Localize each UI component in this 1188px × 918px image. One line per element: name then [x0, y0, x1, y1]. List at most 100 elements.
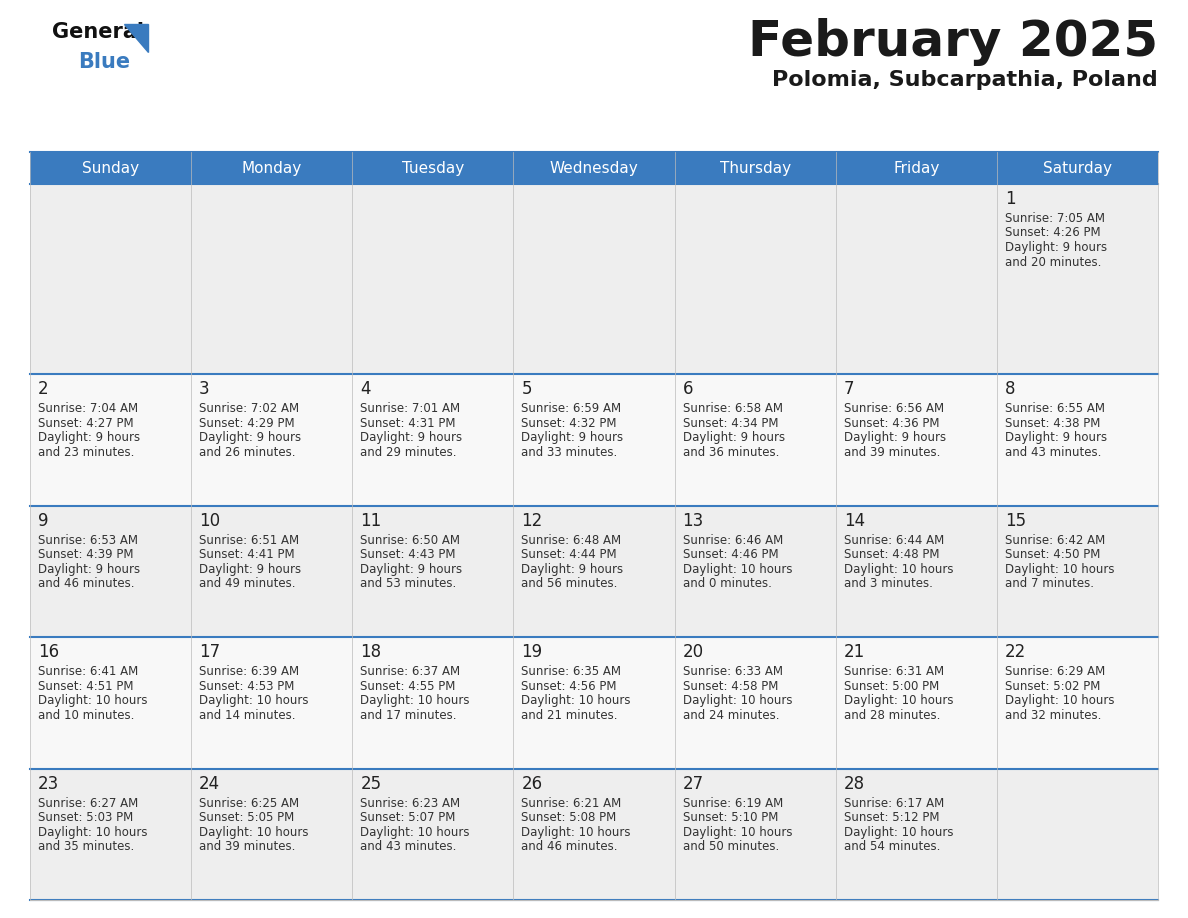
- Text: Sunset: 4:38 PM: Sunset: 4:38 PM: [1005, 417, 1100, 430]
- Text: 14: 14: [843, 512, 865, 530]
- Text: Sunrise: 6:17 AM: Sunrise: 6:17 AM: [843, 797, 944, 810]
- Text: and 49 minutes.: and 49 minutes.: [200, 577, 296, 590]
- Text: and 39 minutes.: and 39 minutes.: [843, 446, 940, 459]
- Bar: [513, 506, 675, 637]
- Text: Daylight: 10 hours: Daylight: 10 hours: [38, 825, 147, 839]
- Text: Daylight: 10 hours: Daylight: 10 hours: [843, 563, 953, 576]
- Text: Daylight: 9 hours: Daylight: 9 hours: [38, 563, 140, 576]
- Bar: [30, 184, 191, 375]
- Text: Daylight: 10 hours: Daylight: 10 hours: [200, 825, 309, 839]
- Text: Daylight: 9 hours: Daylight: 9 hours: [843, 431, 946, 444]
- Text: Monday: Monday: [241, 161, 302, 175]
- Text: Sunset: 5:02 PM: Sunset: 5:02 PM: [1005, 679, 1100, 693]
- Text: Sunset: 4:36 PM: Sunset: 4:36 PM: [843, 417, 940, 430]
- Text: Thursday: Thursday: [720, 161, 791, 175]
- Bar: [191, 375, 353, 506]
- Text: 26: 26: [522, 775, 543, 792]
- Text: Sunrise: 6:58 AM: Sunrise: 6:58 AM: [683, 402, 783, 416]
- Text: and 32 minutes.: and 32 minutes.: [1005, 709, 1101, 722]
- Text: Sunrise: 6:42 AM: Sunrise: 6:42 AM: [1005, 534, 1105, 547]
- Text: Sunset: 4:55 PM: Sunset: 4:55 PM: [360, 679, 456, 693]
- Text: Polomia, Subcarpathia, Poland: Polomia, Subcarpathia, Poland: [772, 70, 1158, 90]
- Text: Sunrise: 6:50 AM: Sunrise: 6:50 AM: [360, 534, 460, 547]
- Text: Sunset: 5:05 PM: Sunset: 5:05 PM: [200, 812, 295, 824]
- Text: 17: 17: [200, 644, 220, 661]
- Text: Daylight: 10 hours: Daylight: 10 hours: [522, 694, 631, 707]
- Text: Sunset: 4:27 PM: Sunset: 4:27 PM: [38, 417, 133, 430]
- Text: 11: 11: [360, 512, 381, 530]
- Polygon shape: [124, 24, 148, 52]
- Text: Sunrise: 7:04 AM: Sunrise: 7:04 AM: [38, 402, 138, 416]
- Text: Sunset: 4:34 PM: Sunset: 4:34 PM: [683, 417, 778, 430]
- Bar: [835, 375, 997, 506]
- Text: 20: 20: [683, 644, 703, 661]
- Text: Sunrise: 6:55 AM: Sunrise: 6:55 AM: [1005, 402, 1105, 416]
- Text: Daylight: 10 hours: Daylight: 10 hours: [683, 825, 792, 839]
- Text: Sunrise: 6:25 AM: Sunrise: 6:25 AM: [200, 797, 299, 810]
- Text: 15: 15: [1005, 512, 1026, 530]
- Bar: [513, 768, 675, 900]
- Bar: [675, 184, 835, 375]
- Text: Sunrise: 6:19 AM: Sunrise: 6:19 AM: [683, 797, 783, 810]
- Text: Tuesday: Tuesday: [402, 161, 465, 175]
- Text: Sunday: Sunday: [82, 161, 139, 175]
- Text: and 36 minutes.: and 36 minutes.: [683, 446, 779, 459]
- Bar: [353, 375, 513, 506]
- Text: and 29 minutes.: and 29 minutes.: [360, 446, 456, 459]
- Text: Sunset: 4:44 PM: Sunset: 4:44 PM: [522, 548, 617, 562]
- Text: 21: 21: [843, 644, 865, 661]
- Bar: [513, 637, 675, 768]
- Text: Sunset: 4:51 PM: Sunset: 4:51 PM: [38, 679, 133, 693]
- Text: 13: 13: [683, 512, 703, 530]
- Text: Sunset: 4:41 PM: Sunset: 4:41 PM: [200, 548, 295, 562]
- Text: Sunrise: 6:51 AM: Sunrise: 6:51 AM: [200, 534, 299, 547]
- Text: Sunset: 4:39 PM: Sunset: 4:39 PM: [38, 548, 133, 562]
- Text: Sunset: 4:32 PM: Sunset: 4:32 PM: [522, 417, 617, 430]
- Text: Daylight: 10 hours: Daylight: 10 hours: [1005, 563, 1114, 576]
- Text: Sunrise: 6:56 AM: Sunrise: 6:56 AM: [843, 402, 943, 416]
- Bar: [835, 506, 997, 637]
- Bar: [191, 768, 353, 900]
- Text: 3: 3: [200, 380, 210, 398]
- Text: Sunrise: 6:35 AM: Sunrise: 6:35 AM: [522, 666, 621, 678]
- Text: Sunrise: 6:48 AM: Sunrise: 6:48 AM: [522, 534, 621, 547]
- Bar: [191, 637, 353, 768]
- Text: Sunrise: 6:41 AM: Sunrise: 6:41 AM: [38, 666, 138, 678]
- Bar: [353, 506, 513, 637]
- Text: Daylight: 10 hours: Daylight: 10 hours: [1005, 694, 1114, 707]
- Bar: [191, 506, 353, 637]
- Text: 2: 2: [38, 380, 49, 398]
- Text: and 35 minutes.: and 35 minutes.: [38, 840, 134, 853]
- Bar: [675, 506, 835, 637]
- Text: 28: 28: [843, 775, 865, 792]
- Text: 25: 25: [360, 775, 381, 792]
- Text: 24: 24: [200, 775, 220, 792]
- Text: Wednesday: Wednesday: [550, 161, 638, 175]
- Bar: [835, 637, 997, 768]
- Bar: [997, 375, 1158, 506]
- Bar: [835, 184, 997, 375]
- Text: Sunset: 5:10 PM: Sunset: 5:10 PM: [683, 812, 778, 824]
- Text: and 53 minutes.: and 53 minutes.: [360, 577, 456, 590]
- Text: Daylight: 9 hours: Daylight: 9 hours: [38, 431, 140, 444]
- Bar: [675, 637, 835, 768]
- Text: Sunrise: 7:02 AM: Sunrise: 7:02 AM: [200, 402, 299, 416]
- Text: and 3 minutes.: and 3 minutes.: [843, 577, 933, 590]
- Text: Daylight: 9 hours: Daylight: 9 hours: [1005, 431, 1107, 444]
- Text: Sunrise: 6:46 AM: Sunrise: 6:46 AM: [683, 534, 783, 547]
- Text: 16: 16: [38, 644, 59, 661]
- Text: and 26 minutes.: and 26 minutes.: [200, 446, 296, 459]
- Text: Sunrise: 6:23 AM: Sunrise: 6:23 AM: [360, 797, 461, 810]
- Text: Sunset: 4:46 PM: Sunset: 4:46 PM: [683, 548, 778, 562]
- Bar: [30, 375, 191, 506]
- Text: Sunset: 4:53 PM: Sunset: 4:53 PM: [200, 679, 295, 693]
- Text: Sunrise: 6:29 AM: Sunrise: 6:29 AM: [1005, 666, 1105, 678]
- Text: 18: 18: [360, 644, 381, 661]
- Text: Sunrise: 6:27 AM: Sunrise: 6:27 AM: [38, 797, 138, 810]
- Text: and 14 minutes.: and 14 minutes.: [200, 709, 296, 722]
- Text: Daylight: 9 hours: Daylight: 9 hours: [200, 431, 302, 444]
- Text: Sunset: 5:07 PM: Sunset: 5:07 PM: [360, 812, 456, 824]
- Text: Sunrise: 6:39 AM: Sunrise: 6:39 AM: [200, 666, 299, 678]
- Bar: [675, 768, 835, 900]
- Text: Sunset: 5:00 PM: Sunset: 5:00 PM: [843, 679, 939, 693]
